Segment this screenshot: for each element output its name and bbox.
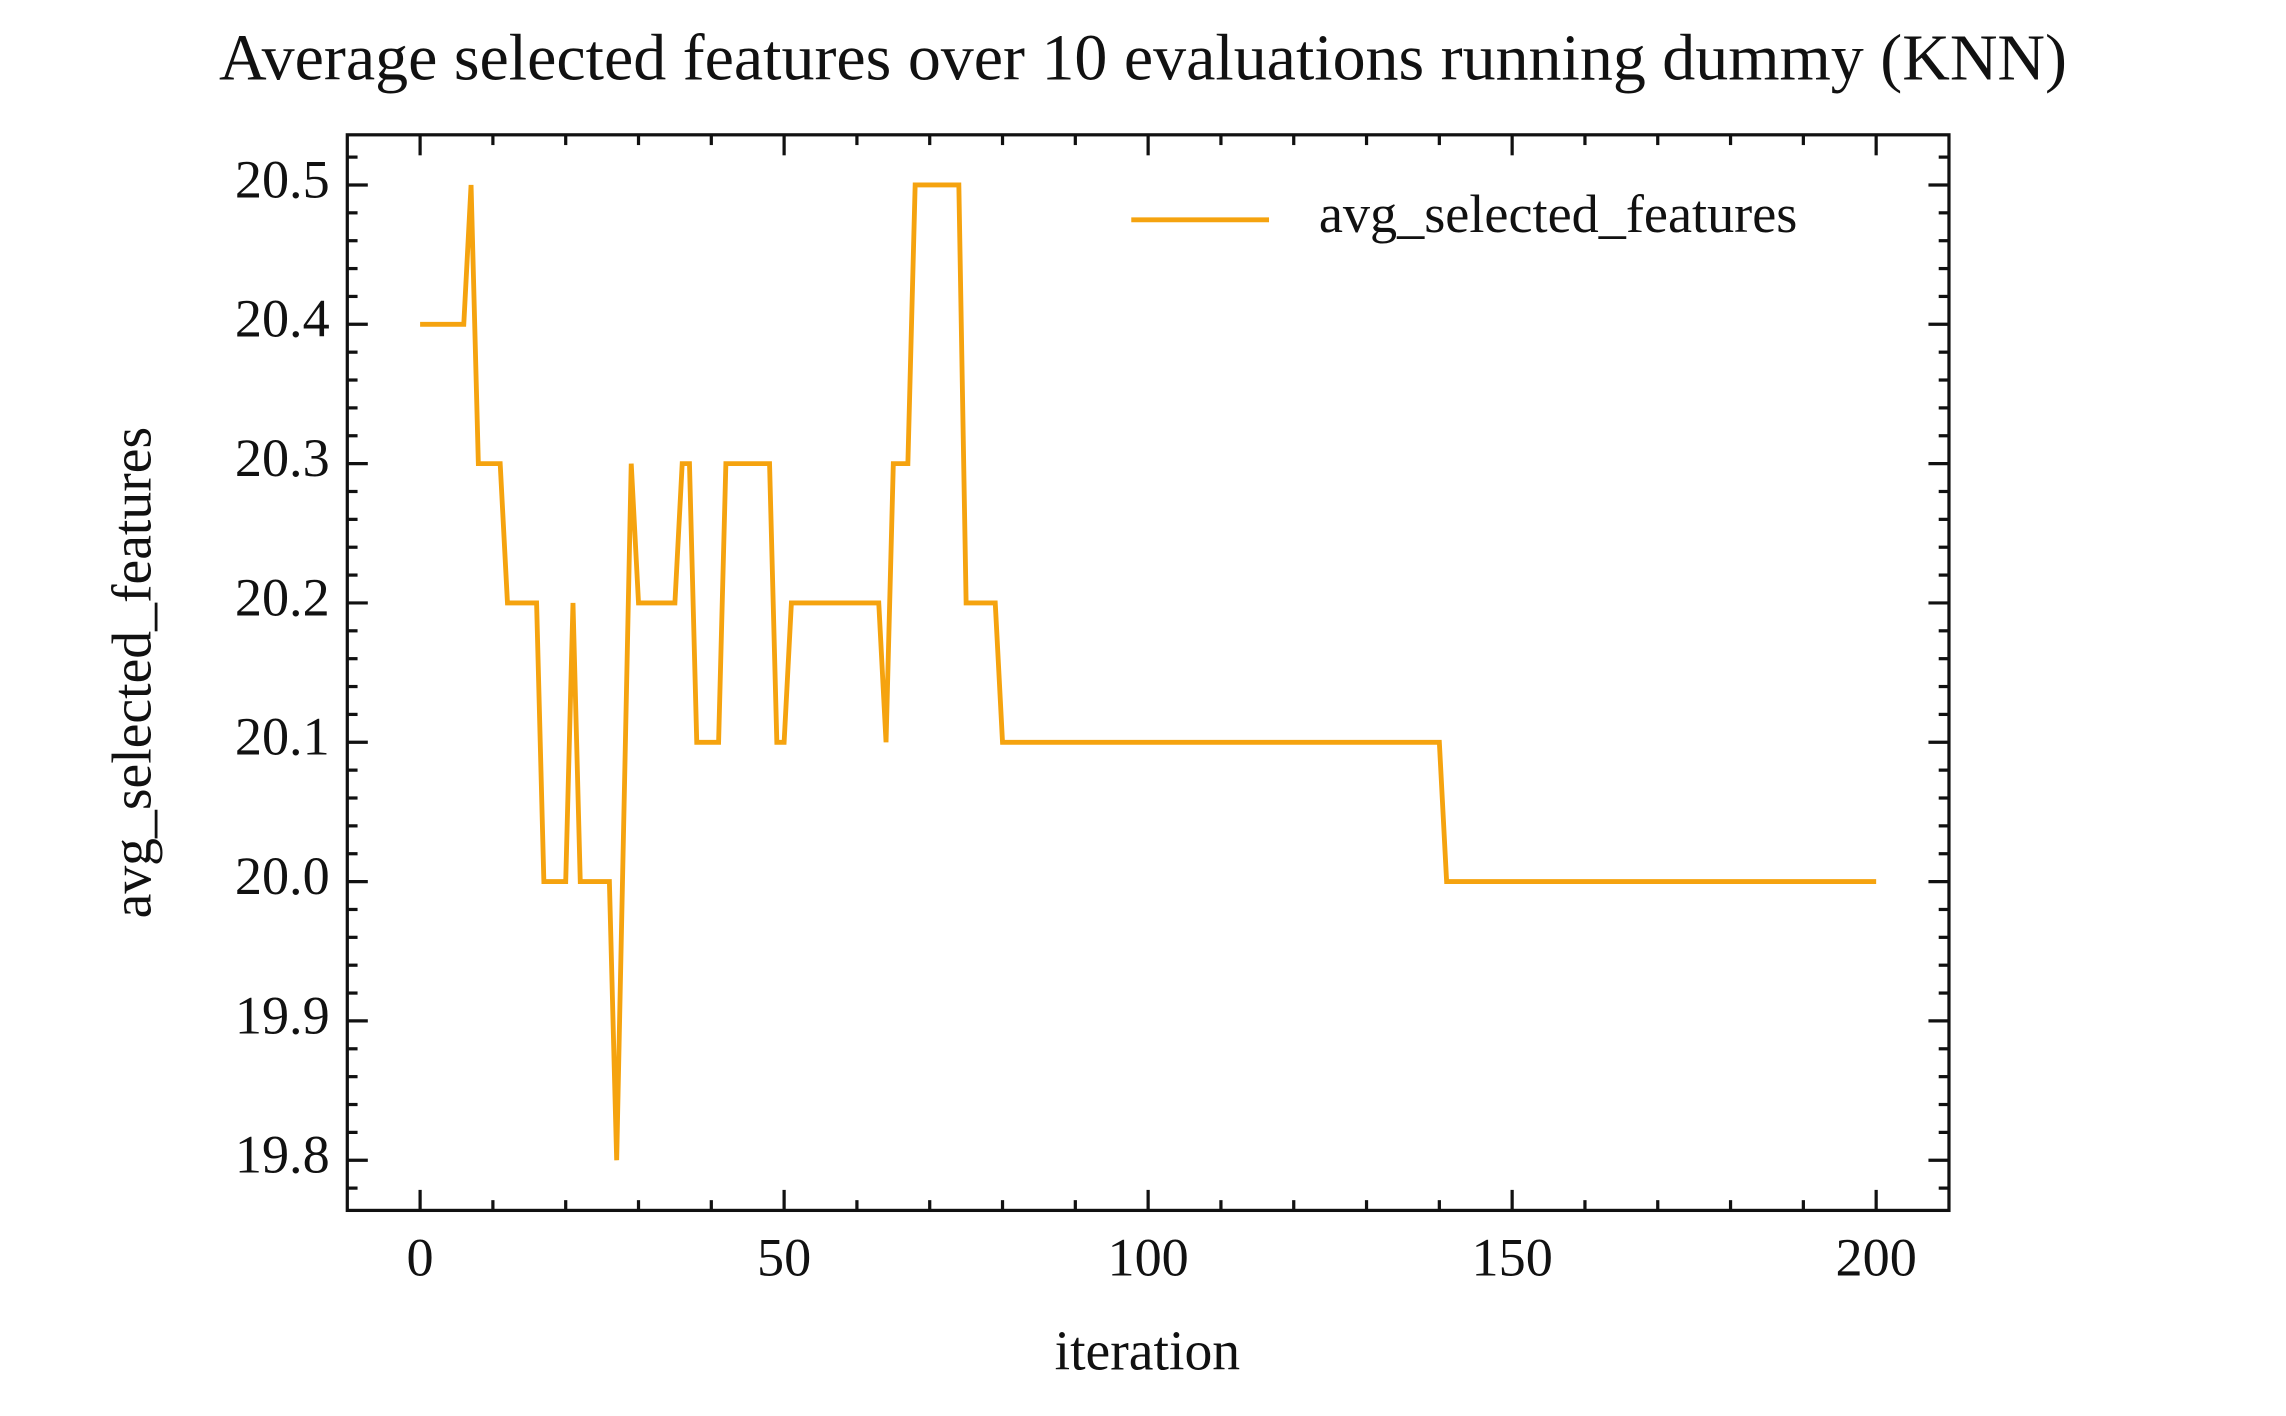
y-tick-label: 20.4: [235, 289, 330, 349]
plot-frame: [345, 133, 1951, 1213]
x-tick-label: 100: [1107, 1228, 1188, 1288]
chart-title: Average selected features over 10 evalua…: [219, 22, 2067, 95]
legend-label: avg_selected_features: [1319, 184, 1798, 244]
y-tick-label: 20.2: [235, 567, 330, 627]
x-tick-label: 0: [407, 1228, 434, 1288]
x-tick-label: 200: [1836, 1228, 1917, 1288]
x-tick-label: 150: [1471, 1228, 1552, 1288]
y-tick-label: 19.8: [235, 1125, 330, 1185]
y-tick-label: 20.1: [235, 707, 330, 767]
y-tick-label: 20.3: [235, 428, 330, 488]
y-tick-label: 20.0: [235, 846, 330, 906]
x-axis-label: iteration: [1055, 1321, 1241, 1383]
data-line: [420, 182, 1877, 1161]
x-tick-label: 50: [757, 1228, 811, 1288]
y-axis-label: avg_selected_features: [102, 427, 164, 919]
y-tick-label: 20.5: [235, 149, 330, 209]
y-tick-label: 19.9: [235, 985, 330, 1045]
